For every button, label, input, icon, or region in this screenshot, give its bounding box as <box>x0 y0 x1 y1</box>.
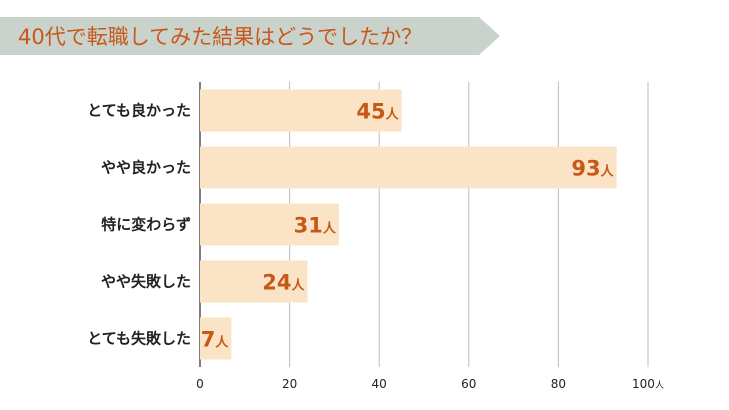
category-label: とても失敗した <box>87 330 191 348</box>
bar <box>200 89 402 132</box>
chart-title: 40代で転職してみた結果はどうでしたか？ <box>18 25 422 49</box>
bar <box>200 203 339 246</box>
value-label: 45人 <box>356 100 399 124</box>
bar <box>200 146 617 189</box>
value-label: 24人 <box>262 271 305 295</box>
bars <box>200 89 617 360</box>
value-labels: 45人 93人 31人 24人 7人 <box>201 100 615 352</box>
x-tick-label: 0 <box>196 377 204 391</box>
bar <box>200 317 232 360</box>
x-tick-label: 20 <box>282 377 297 391</box>
x-tick-label: 60 <box>461 377 476 391</box>
x-tick-label: 100人 <box>632 377 664 391</box>
value-label: 93人 <box>571 157 614 181</box>
value-label: 7人 <box>201 328 230 352</box>
x-axis-ticks: 0 20 40 60 80 100人 <box>196 377 664 391</box>
category-label: とても良かった <box>87 102 191 120</box>
x-tick-label: 40 <box>372 377 387 391</box>
x-tick-label: 80 <box>551 377 566 391</box>
category-label: やや良かった <box>101 159 191 177</box>
category-label: やや失敗した <box>101 273 191 291</box>
value-label: 31人 <box>294 214 337 238</box>
bar <box>200 260 308 303</box>
title-banner <box>0 17 500 55</box>
category-label: 特に変わらず <box>101 216 191 234</box>
